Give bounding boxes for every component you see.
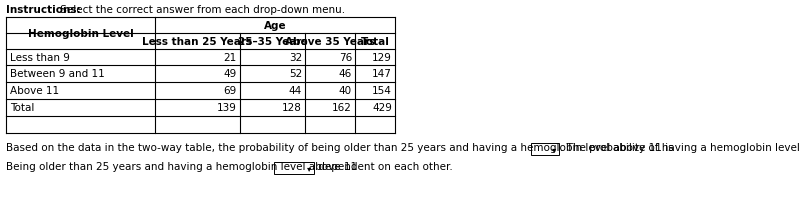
Text: Based on the data in the two-way table, the probability of being older than 25 y: Based on the data in the two-way table, … bbox=[6, 142, 674, 152]
Text: 46: 46 bbox=[338, 69, 352, 79]
Text: Total: Total bbox=[10, 103, 34, 113]
Text: 76: 76 bbox=[338, 53, 352, 63]
Text: Less than 9: Less than 9 bbox=[10, 53, 70, 63]
Text: dependent on each other.: dependent on each other. bbox=[314, 161, 452, 171]
Text: 52: 52 bbox=[289, 69, 302, 79]
Text: 44: 44 bbox=[289, 86, 302, 96]
Text: Age: Age bbox=[264, 21, 286, 31]
Text: Above 11: Above 11 bbox=[10, 86, 59, 96]
Text: Select the correct answer from each drop-down menu.: Select the correct answer from each drop… bbox=[57, 5, 345, 15]
Text: 21: 21 bbox=[224, 53, 237, 63]
Text: 25–35 Years: 25–35 Years bbox=[238, 37, 307, 47]
Text: ▾: ▾ bbox=[306, 164, 310, 173]
Text: Less than 25 Years: Less than 25 Years bbox=[142, 37, 253, 47]
Text: 40: 40 bbox=[339, 86, 352, 96]
Text: 139: 139 bbox=[217, 103, 237, 113]
Text: 154: 154 bbox=[372, 86, 392, 96]
Text: 147: 147 bbox=[372, 69, 392, 79]
Text: 429: 429 bbox=[372, 103, 392, 113]
Text: 32: 32 bbox=[289, 53, 302, 63]
Text: Total: Total bbox=[361, 37, 390, 47]
Text: Between 9 and 11: Between 9 and 11 bbox=[10, 69, 105, 79]
Text: Hemoglobin Level: Hemoglobin Level bbox=[28, 29, 134, 39]
Bar bbox=[274, 162, 314, 174]
Text: 129: 129 bbox=[372, 53, 392, 63]
Text: 69: 69 bbox=[224, 86, 237, 96]
Bar bbox=[531, 143, 559, 155]
Text: Being older than 25 years and having a hemoglobin level above 11: Being older than 25 years and having a h… bbox=[6, 161, 357, 171]
Text: ▾: ▾ bbox=[552, 145, 556, 154]
Text: 128: 128 bbox=[282, 103, 302, 113]
Text: . The probability of having a hemoglobin level above 11 is: . The probability of having a hemoglobin… bbox=[560, 142, 800, 152]
Text: 162: 162 bbox=[332, 103, 352, 113]
Text: 49: 49 bbox=[224, 69, 237, 79]
Text: Instructions:: Instructions: bbox=[6, 5, 81, 15]
Text: Above 35 Years: Above 35 Years bbox=[285, 37, 375, 47]
